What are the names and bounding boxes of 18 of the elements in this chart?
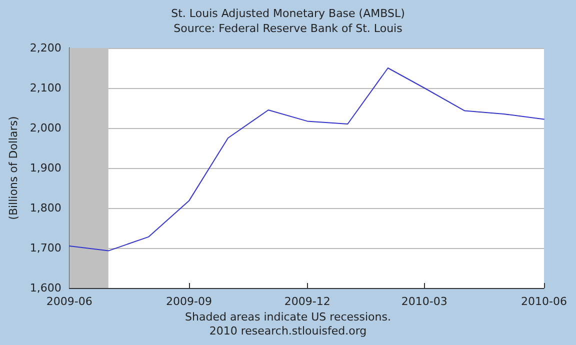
x-tick-label: 2009-12 [284,295,330,308]
text: Shaded areas indicate US recessions. [185,310,391,324]
text: 2010 research.stlouisfed.org [209,324,367,338]
chart-subtitle: Source: Federal Reserve Bank of St. Louis [174,22,403,35]
y-tick-label: 1,700 [30,242,62,254]
y-axis-title: (Billions of Dollars) [7,116,20,220]
x-tick-label: 2009-06 [46,295,92,308]
y-tick-label: 2,100 [30,82,62,94]
y-tick-label: 1,600 [30,282,62,294]
y-tick-label: 1,900 [30,162,62,174]
y-tick-label: 1,800 [30,202,62,214]
y-tick-label: 2,000 [30,122,62,134]
chart-title: St. Louis Adjusted Monetary Base (AMBSL) [171,7,405,20]
line-series [68,68,544,252]
x-tick-label: 2009-09 [166,295,212,308]
x-tick-label: 2010-06 [521,295,567,308]
y-tick-label: 2,200 [30,42,62,54]
x-tick-label: 2010-03 [401,295,448,308]
